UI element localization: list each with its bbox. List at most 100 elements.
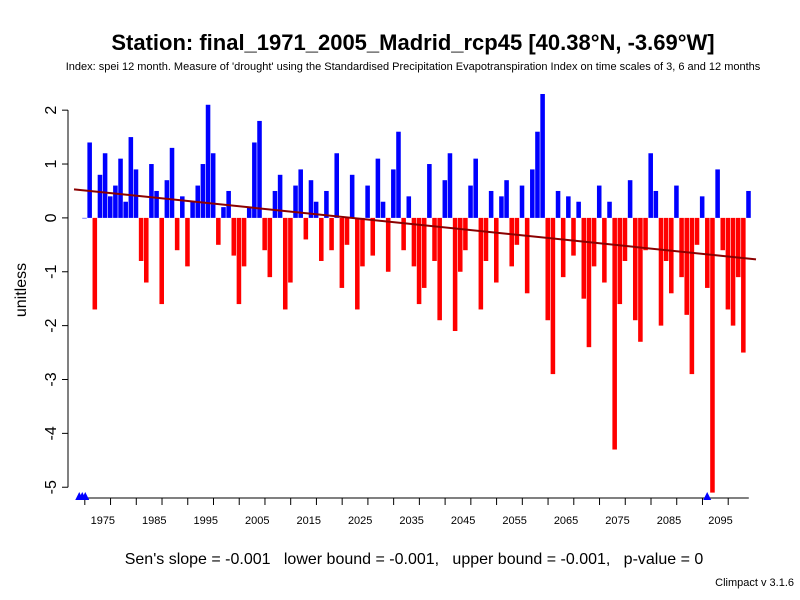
spei-bar xyxy=(246,207,252,218)
spei-bar xyxy=(653,190,659,218)
spei-bar xyxy=(550,217,556,375)
spei-bar xyxy=(216,217,221,245)
spei-bar xyxy=(360,217,365,267)
x-tick-label: 1995 xyxy=(194,515,218,527)
spei-bar xyxy=(571,217,576,256)
spei-bar xyxy=(113,185,118,218)
spei-bar xyxy=(689,217,695,375)
spei-bar xyxy=(221,207,226,218)
spei-bar xyxy=(524,217,530,294)
spei-bar xyxy=(483,217,489,261)
spei-bar xyxy=(663,217,669,261)
spei-bar xyxy=(185,217,190,267)
x-tick-label: 2035 xyxy=(399,515,423,527)
spei-bar xyxy=(401,217,406,251)
spei-bar xyxy=(277,174,283,218)
spei-bar xyxy=(406,196,412,218)
spei-bar xyxy=(375,158,381,218)
spei-bar xyxy=(730,217,736,326)
y-tick-label: -4 xyxy=(43,426,60,440)
trend-line xyxy=(73,188,757,261)
spei-bar xyxy=(658,217,664,326)
spei-bar xyxy=(144,217,149,283)
y-axis-label: unitless xyxy=(13,263,30,317)
spei-bar xyxy=(648,153,653,218)
y-tick-label: -1 xyxy=(43,265,60,279)
spei-bar xyxy=(308,180,314,218)
x-tick-label: 2025 xyxy=(348,515,372,527)
spei-bar xyxy=(370,217,376,256)
y-tick-label: -3 xyxy=(43,372,60,386)
spei-bar xyxy=(473,158,478,218)
spei-bar xyxy=(509,217,514,267)
spei-bar xyxy=(715,169,720,218)
out-of-range-marker xyxy=(81,492,90,500)
spei-bar xyxy=(82,217,87,219)
spei-bar xyxy=(159,217,164,305)
spei-bar xyxy=(288,217,293,283)
spei-bar xyxy=(514,217,520,245)
spei-bar xyxy=(586,217,592,348)
spei-bar xyxy=(349,174,355,218)
spei-bar xyxy=(411,217,417,267)
spei-bar xyxy=(437,217,442,321)
spei-bar xyxy=(149,164,154,218)
out-of-range-marker xyxy=(703,492,712,500)
spei-bar xyxy=(504,180,509,218)
spei-bar xyxy=(632,217,638,321)
spei-bar xyxy=(329,217,334,251)
chart-subtitle: Index: spei 12 month. Measure of 'drough… xyxy=(65,61,761,73)
spei-bar xyxy=(421,217,427,288)
spei-bar xyxy=(694,217,700,245)
spei-bar xyxy=(334,153,339,218)
spei-bar xyxy=(190,201,195,218)
spei-bar xyxy=(391,169,396,218)
spei-bar xyxy=(560,217,566,278)
spei-bar xyxy=(180,196,185,218)
spei-bar xyxy=(200,164,206,218)
y-tick-label: 2 xyxy=(43,106,60,115)
spei-bar xyxy=(427,164,432,218)
y-tick-label: -5 xyxy=(43,480,60,494)
spei-bar xyxy=(741,217,746,353)
x-tick-label: 2015 xyxy=(296,515,320,527)
spei-bar xyxy=(545,217,551,321)
spei-bar xyxy=(236,217,242,305)
spei-bar xyxy=(499,196,504,218)
bars-group xyxy=(82,94,751,493)
spei-bar xyxy=(555,190,561,218)
spei-bar xyxy=(699,196,705,218)
spei-bar xyxy=(725,217,731,310)
version-label: Climpact v 3.1.6 xyxy=(715,577,794,589)
spei-bar xyxy=(530,169,535,218)
spei-bar xyxy=(205,104,211,218)
spei-bar xyxy=(365,185,370,218)
spei-bar xyxy=(339,217,345,288)
spei-bar xyxy=(540,94,545,218)
spei-bar xyxy=(380,201,386,218)
spei-bar xyxy=(596,185,602,218)
spei-bar xyxy=(674,185,679,218)
spei-bar xyxy=(617,217,623,305)
x-tick-label: 2005 xyxy=(245,515,269,527)
spei-bar xyxy=(154,190,159,218)
spei-bar xyxy=(576,201,581,218)
spei-bar xyxy=(118,158,123,218)
spei-bar xyxy=(272,190,278,218)
x-tick-label: 2095 xyxy=(708,515,732,527)
spei-bar xyxy=(519,185,525,218)
x-tick-label: 2045 xyxy=(451,515,475,527)
spei-bar xyxy=(442,180,448,218)
spei-bar xyxy=(468,185,473,218)
y-tick-label: -2 xyxy=(43,318,60,332)
spei-bar xyxy=(298,169,303,218)
spei-bar xyxy=(210,153,216,218)
spei-bar xyxy=(746,190,751,218)
spei-bar xyxy=(257,120,262,218)
spei-bar xyxy=(452,217,458,332)
x-tick-label: 2075 xyxy=(605,515,629,527)
spei-bar xyxy=(638,217,643,342)
spei-bar xyxy=(128,137,134,218)
spei-bar xyxy=(319,217,324,261)
